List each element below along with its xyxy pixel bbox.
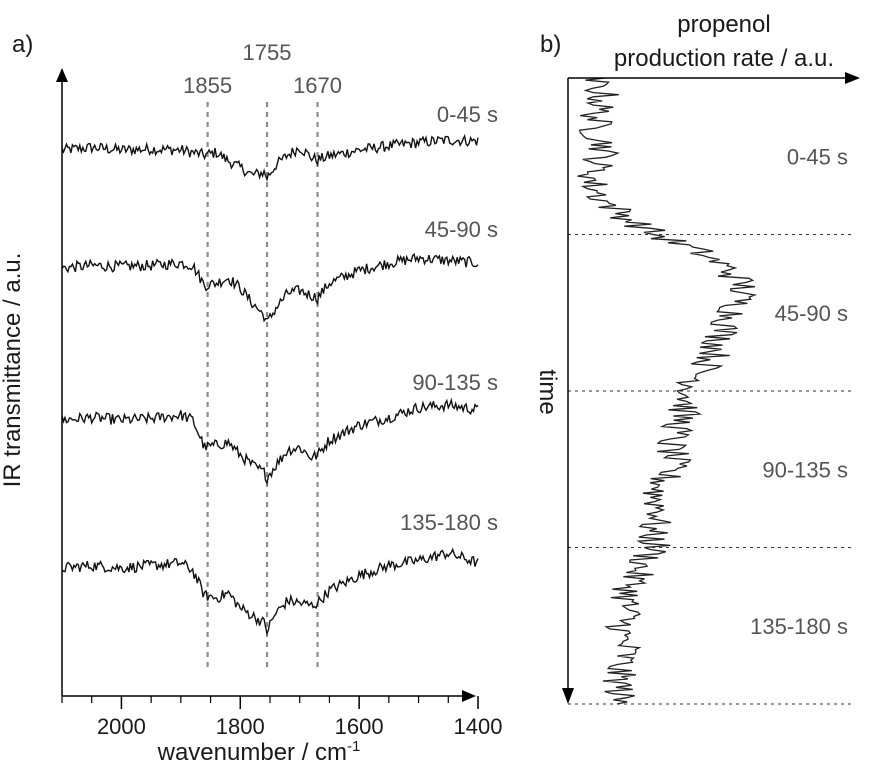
reference-label-1855: 1855	[183, 73, 232, 98]
panel-b-label: b)	[540, 31, 561, 58]
rate-trace	[577, 77, 758, 705]
interval-labels: 0-45 s 45-90 s 90-135 s 135-180 s	[750, 144, 848, 639]
x-axis-label-line-1: propenol	[677, 11, 770, 38]
series-line-135-180-s	[61, 547, 479, 636]
x-axis-label-line-2: production rate / a.u.	[614, 45, 834, 72]
time-axis-arrow	[562, 688, 574, 704]
x-tick-label-2000: 2000	[97, 714, 146, 739]
rate-axis-arrow	[845, 72, 860, 84]
panel-b: b) propenol production rate / a.u. 0-45 …	[534, 11, 860, 705]
series-label-0-45-s: 0-45 s	[437, 102, 498, 127]
x-tick-label-1400: 1400	[454, 714, 503, 739]
reference-label-1670: 1670	[293, 73, 342, 98]
axes-a	[56, 68, 476, 702]
x-tick-label-1600: 1600	[335, 714, 384, 739]
x-axis-label: wavenumber / cm-1	[157, 738, 361, 766]
series-label-45-90-s: 45-90 s	[425, 217, 498, 242]
interval-boundaries	[568, 234, 852, 705]
series-line-45-90-s	[61, 252, 479, 323]
time-axis-label: time	[534, 369, 561, 414]
interval-label-45-90-s: 45-90 s	[775, 301, 848, 326]
x-axis-arrow	[462, 690, 476, 702]
series-line-0-45-s	[61, 133, 479, 182]
y-axis-arrow	[56, 68, 68, 82]
y-axis-label: IR transmittance / a.u.	[0, 253, 26, 488]
interval-label-0-45-s: 0-45 s	[787, 144, 848, 169]
series-label-135-180-s: 135-180 s	[400, 510, 498, 535]
series-label-90-135-s: 90-135 s	[412, 370, 498, 395]
x-tick-label-1800: 1800	[216, 714, 265, 739]
spectra: 0-45 s 45-90 s 90-135 s 135-180 s	[61, 102, 498, 636]
x-ticks: 2000 1800 1600 1400	[61, 696, 503, 739]
rate-line	[577, 77, 758, 705]
interval-label-90-135-s: 90-135 s	[762, 457, 848, 482]
interval-label-135-180-s: 135-180 s	[750, 614, 848, 639]
panel-a-label: a)	[12, 31, 33, 58]
reference-label-1755: 1755	[243, 40, 292, 65]
series-line-90-135-s	[61, 397, 479, 485]
